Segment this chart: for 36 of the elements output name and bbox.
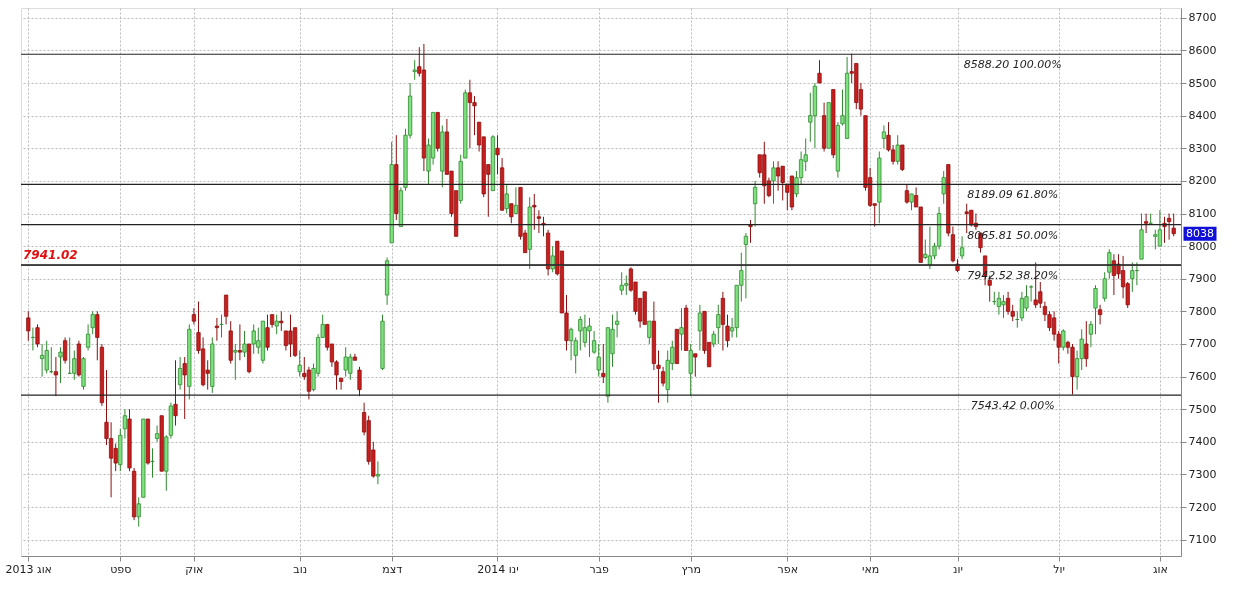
x-tick-label: דצמ — [382, 562, 403, 576]
y-tick-label: 7900 — [1188, 272, 1217, 286]
ref-line-label: 8588.20 100.00% — [963, 58, 1062, 72]
y-tick-label: 7700 — [1188, 337, 1217, 351]
x-tick-label: מאי — [861, 562, 880, 576]
ref-line-label: 7941.02 — [23, 248, 78, 263]
y-tick-label: 8700 — [1188, 11, 1217, 25]
x-tick-label: פבר — [589, 562, 610, 576]
y-tick-label: 8300 — [1188, 141, 1217, 155]
x-tick-label: אוק — [185, 562, 204, 576]
x-tick-label: אוג — [1152, 562, 1168, 576]
y-tick-label: 7100 — [1188, 533, 1217, 547]
y-tick-label: 8100 — [1188, 207, 1217, 220]
ref-line-label: 8189.09 61.80% — [967, 188, 1059, 202]
y-tick-label: 7200 — [1188, 500, 1217, 514]
y-tick-label: 7600 — [1188, 370, 1217, 384]
ref-line-label: 8065.81 50.00% — [967, 228, 1059, 242]
x-tick-label: יונ — [953, 562, 963, 576]
y-tick-label: 7300 — [1188, 467, 1217, 481]
annotation: 8038 — [1186, 226, 1214, 240]
y-tick-label: 8200 — [1188, 174, 1217, 188]
ref-line-label: 7543.42 0.00% — [970, 399, 1055, 413]
y-tick-label: 8600 — [1188, 43, 1217, 57]
x-tick-label: אוג 2013 — [5, 562, 52, 576]
x-tick-label: ינו 2014 — [477, 562, 519, 576]
x-tick-label: ספט — [110, 562, 132, 576]
x-tick-label: נוב — [293, 562, 308, 576]
y-tick-label: 8400 — [1188, 109, 1217, 123]
x-tick-label: מרץ — [681, 562, 702, 576]
y-tick-label: 7400 — [1188, 435, 1217, 449]
y-tick-label: 7800 — [1188, 304, 1217, 318]
y-tick-label: 7500 — [1188, 402, 1217, 416]
y-tick-label: 8000 — [1188, 239, 1217, 253]
x-tick-label: אפר — [777, 562, 799, 576]
x-tick-label: יול — [1053, 562, 1066, 576]
y-tick-label: 8500 — [1188, 76, 1217, 90]
